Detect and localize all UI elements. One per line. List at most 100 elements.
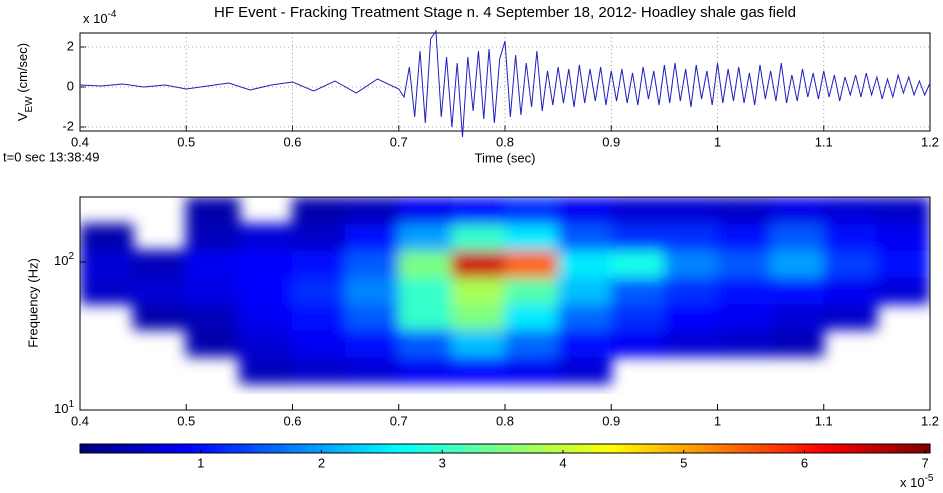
colorbar-swatch bbox=[437, 444, 442, 453]
colorbar-swatch bbox=[194, 444, 200, 453]
colorbar-swatch bbox=[675, 444, 680, 453]
colorbar-swatch bbox=[598, 444, 604, 453]
heat-cell bbox=[398, 355, 453, 385]
colorbar-tick-label: 7 bbox=[922, 455, 929, 470]
y-multiplier: x 10-4 bbox=[83, 9, 117, 27]
heat-cell bbox=[876, 276, 930, 305]
colorbar-swatch bbox=[747, 444, 753, 453]
heat-cell bbox=[451, 249, 506, 278]
heat-cell bbox=[823, 249, 878, 278]
heat-cell bbox=[451, 223, 506, 251]
colorbar-swatch bbox=[190, 444, 196, 453]
heat-cell bbox=[610, 197, 665, 225]
colorbar-swatch bbox=[250, 444, 255, 453]
colorbar-swatch bbox=[360, 444, 366, 453]
colorbar-swatch bbox=[806, 444, 812, 453]
colorbar-swatch bbox=[262, 444, 268, 453]
colorbar-swatch bbox=[492, 444, 498, 453]
colorbar-swatch bbox=[517, 444, 523, 453]
colorbar-swatch bbox=[237, 444, 243, 453]
colorbar-swatch bbox=[904, 444, 910, 453]
heat-cell bbox=[398, 328, 453, 357]
heat-cell bbox=[292, 197, 347, 225]
colorbar-swatch bbox=[275, 444, 281, 453]
y-tick-label: 101 bbox=[54, 399, 74, 417]
colorbar-swatch bbox=[815, 444, 821, 453]
heat-cell bbox=[663, 303, 718, 330]
colorbar-swatch bbox=[564, 444, 570, 453]
y-axis-label: VEW (cm/sec) bbox=[15, 43, 34, 121]
colorbar-swatch bbox=[611, 444, 617, 453]
colorbar-swatch bbox=[913, 444, 918, 453]
colorbar-swatch bbox=[322, 444, 328, 453]
colorbar-swatch bbox=[114, 444, 119, 453]
colorbar-swatch bbox=[241, 444, 247, 453]
heat-cell bbox=[292, 303, 347, 330]
colorbar-swatch bbox=[284, 444, 289, 453]
colorbar-swatch bbox=[105, 444, 111, 453]
colorbar-swatch bbox=[309, 444, 315, 453]
heat-cell bbox=[345, 223, 400, 251]
colorbar-swatch bbox=[755, 444, 761, 453]
heat-cell bbox=[238, 328, 293, 357]
colorbar-swatch bbox=[471, 444, 476, 453]
colorbar-swatch bbox=[135, 444, 141, 453]
colorbar-swatch bbox=[594, 444, 600, 453]
colorbar-swatch bbox=[390, 444, 396, 453]
colorbar-swatch bbox=[534, 444, 540, 453]
colorbar-swatch bbox=[296, 444, 302, 453]
colorbar-swatch bbox=[866, 444, 872, 453]
colorbar-swatch bbox=[802, 444, 808, 453]
colorbar-swatch bbox=[568, 444, 574, 453]
colorbar-tick-label: 5 bbox=[680, 455, 687, 470]
colorbar-swatch bbox=[641, 444, 646, 453]
heat-cell bbox=[876, 249, 930, 278]
colorbar-swatch bbox=[143, 444, 149, 453]
colorbar-swatch bbox=[271, 444, 277, 453]
colorbar-swatch bbox=[352, 444, 357, 453]
colorbar-swatch bbox=[692, 444, 697, 453]
x-tick-label: 0.8 bbox=[496, 413, 514, 428]
colorbar-swatch bbox=[403, 444, 408, 453]
heat-cell bbox=[451, 197, 506, 225]
colorbar-swatch bbox=[156, 444, 162, 453]
colorbar-swatch bbox=[377, 444, 383, 453]
heat-cell bbox=[610, 328, 665, 357]
heat-cell bbox=[770, 303, 825, 330]
heat-cell bbox=[345, 355, 400, 385]
colorbar-swatch bbox=[721, 444, 727, 453]
colorbar-swatch bbox=[883, 444, 889, 453]
colorbar-swatch bbox=[738, 444, 744, 453]
x-tick-label: 1.1 bbox=[815, 413, 833, 428]
heat-cell bbox=[717, 303, 772, 330]
heat-cell bbox=[663, 276, 718, 305]
colorbar-swatch bbox=[857, 444, 863, 453]
colorbar-swatch bbox=[785, 444, 791, 453]
heat-cell bbox=[398, 249, 453, 278]
axes-box bbox=[79, 32, 931, 132]
heat-cell bbox=[717, 276, 772, 305]
chart-title: HF Event - Fracking Treatment Stage n. 4… bbox=[214, 4, 796, 21]
colorbar-swatch bbox=[530, 444, 536, 453]
heat-cell bbox=[292, 223, 347, 251]
colorbar-swatch bbox=[811, 444, 816, 453]
heat-cell bbox=[132, 276, 187, 305]
colorbar-swatch bbox=[131, 444, 136, 453]
x-tick-label: 0.6 bbox=[283, 413, 301, 428]
heat-cell bbox=[132, 249, 187, 278]
heat-cell bbox=[823, 303, 878, 330]
heat-cell bbox=[876, 223, 930, 251]
heat-cell bbox=[451, 355, 506, 385]
colorbar-swatch bbox=[649, 444, 655, 453]
colorbar-swatch bbox=[870, 444, 876, 453]
heat-cell bbox=[238, 276, 293, 305]
colorbar-swatch bbox=[522, 444, 527, 453]
colorbar-swatch bbox=[700, 444, 706, 453]
colorbar-swatch bbox=[717, 444, 723, 453]
colorbar-swatch bbox=[152, 444, 158, 453]
colorbar-swatch bbox=[220, 444, 226, 453]
heat-cell bbox=[663, 197, 718, 225]
heat-cell bbox=[663, 223, 718, 251]
colorbar-swatch bbox=[734, 444, 740, 453]
